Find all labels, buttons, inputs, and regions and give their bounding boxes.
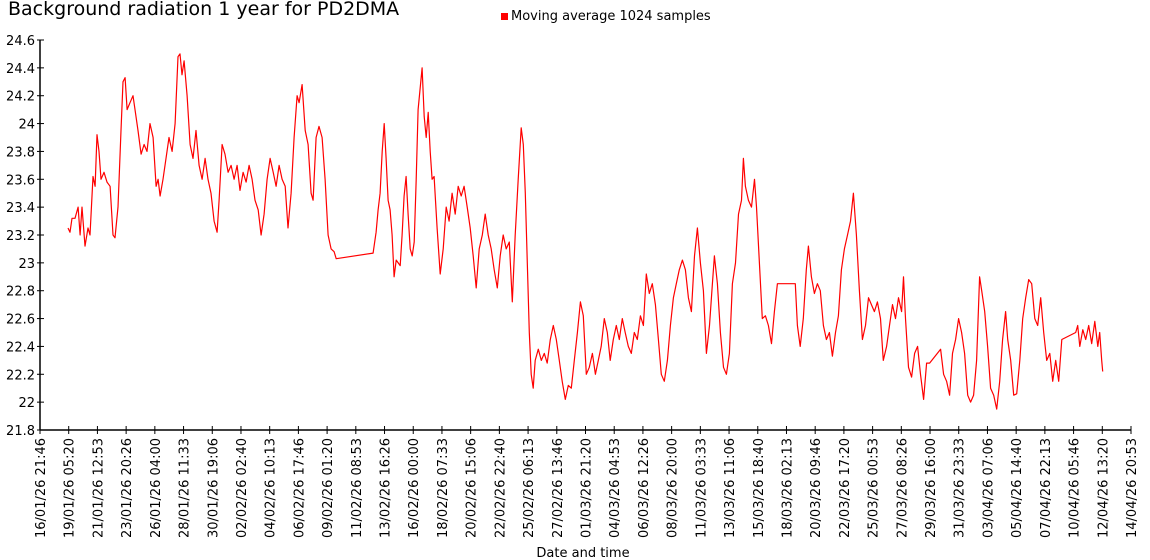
x-tick-label: 11/03/26 03:33 bbox=[694, 438, 709, 538]
y-tick-label: 23.4 bbox=[6, 201, 35, 216]
legend-swatch bbox=[501, 13, 508, 20]
x-tick-label: 13/03/26 11:06 bbox=[723, 438, 738, 538]
y-tick-label: 23.2 bbox=[6, 229, 35, 244]
series-line-moving-average bbox=[67, 53, 1104, 410]
y-tick-label: 24.6 bbox=[6, 34, 35, 49]
x-tick-label: 22/03/26 17:20 bbox=[838, 438, 853, 538]
x-tick-label: 16/02/26 00:00 bbox=[407, 438, 422, 538]
x-tick-label: 05/04/26 14:40 bbox=[1010, 438, 1025, 538]
x-tick-label: 15/03/26 18:40 bbox=[752, 438, 767, 538]
x-tick-label: 16/01/26 21:46 bbox=[34, 438, 49, 538]
y-tick-label: 22.4 bbox=[6, 340, 35, 355]
legend: Moving average 1024 samples bbox=[501, 9, 711, 24]
x-tick-label: 04/03/26 04:53 bbox=[608, 438, 623, 538]
x-tick-label: 18/03/26 02:13 bbox=[780, 438, 795, 538]
x-tick-label: 11/02/26 08:53 bbox=[350, 438, 365, 538]
chart-title: Background radiation 1 year for PD2DMA bbox=[8, 0, 400, 20]
y-tick-label: 22 bbox=[18, 396, 35, 411]
x-tick-label: 12/04/26 13:20 bbox=[1096, 438, 1111, 538]
x-tick-label: 10/04/26 05:46 bbox=[1068, 438, 1083, 538]
y-tick-label: 24 bbox=[18, 118, 35, 133]
x-tick-label: 27/03/26 08:26 bbox=[895, 438, 910, 538]
x-tick-label: 31/03/26 23:33 bbox=[953, 438, 968, 538]
x-tick-label: 02/02/26 02:40 bbox=[235, 438, 250, 538]
x-tick-label: 06/03/26 12:26 bbox=[637, 438, 652, 538]
y-tick-label: 24.4 bbox=[6, 62, 35, 77]
x-tick-label: 20/03/26 09:46 bbox=[809, 438, 824, 538]
x-tick-label: 21/01/26 12:53 bbox=[91, 438, 106, 538]
x-tick-label: 23/01/26 20:26 bbox=[120, 438, 135, 538]
x-tick-label: 28/01/26 11:33 bbox=[178, 438, 193, 538]
x-tick-label: 26/01/26 04:00 bbox=[149, 438, 164, 538]
x-tick-label: 29/03/26 16:00 bbox=[924, 438, 939, 538]
y-tick-label: 21.8 bbox=[6, 424, 35, 439]
y-tick-label: 22.6 bbox=[6, 313, 35, 328]
x-tick-label: 14/04/26 20:53 bbox=[1125, 438, 1140, 538]
x-tick-label: 25/02/26 06:13 bbox=[522, 438, 537, 538]
x-tick-label: 25/03/26 00:53 bbox=[867, 438, 882, 538]
x-tick-label: 08/03/26 20:00 bbox=[666, 438, 681, 538]
x-tick-label: 07/04/26 22:13 bbox=[1039, 438, 1054, 538]
x-tick-label: 19/01/26 05:20 bbox=[63, 438, 78, 538]
x-tick-label: 27/02/26 13:46 bbox=[551, 438, 566, 538]
y-tick-label: 24.2 bbox=[6, 90, 35, 105]
y-tick-label: 22.8 bbox=[6, 285, 35, 300]
y-tick-label: 22.2 bbox=[6, 368, 35, 383]
x-tick-label: 30/01/26 19:06 bbox=[206, 438, 221, 538]
x-tick-label: 04/02/26 10:13 bbox=[264, 438, 279, 538]
x-tick-label: 01/03/26 21:20 bbox=[580, 438, 595, 538]
x-tick-label: 20/02/26 15:06 bbox=[465, 438, 480, 538]
y-tick-label: 23 bbox=[18, 257, 35, 272]
y-tick-label: 23.6 bbox=[6, 173, 35, 188]
x-tick-label: 03/04/26 07:06 bbox=[981, 438, 996, 538]
x-tick-label: 09/02/26 01:20 bbox=[321, 438, 336, 538]
x-tick-label: 22/02/26 22:40 bbox=[493, 438, 508, 538]
x-tick-label: 06/02/26 17:46 bbox=[292, 438, 307, 538]
x-axis-label: Date and time bbox=[536, 546, 629, 560]
x-tick-label: 18/02/26 07:33 bbox=[436, 438, 451, 538]
legend-label: Moving average 1024 samples bbox=[511, 9, 711, 24]
y-tick-label: 23.8 bbox=[6, 145, 35, 160]
x-tick-label: 13/02/26 16:26 bbox=[379, 438, 394, 538]
